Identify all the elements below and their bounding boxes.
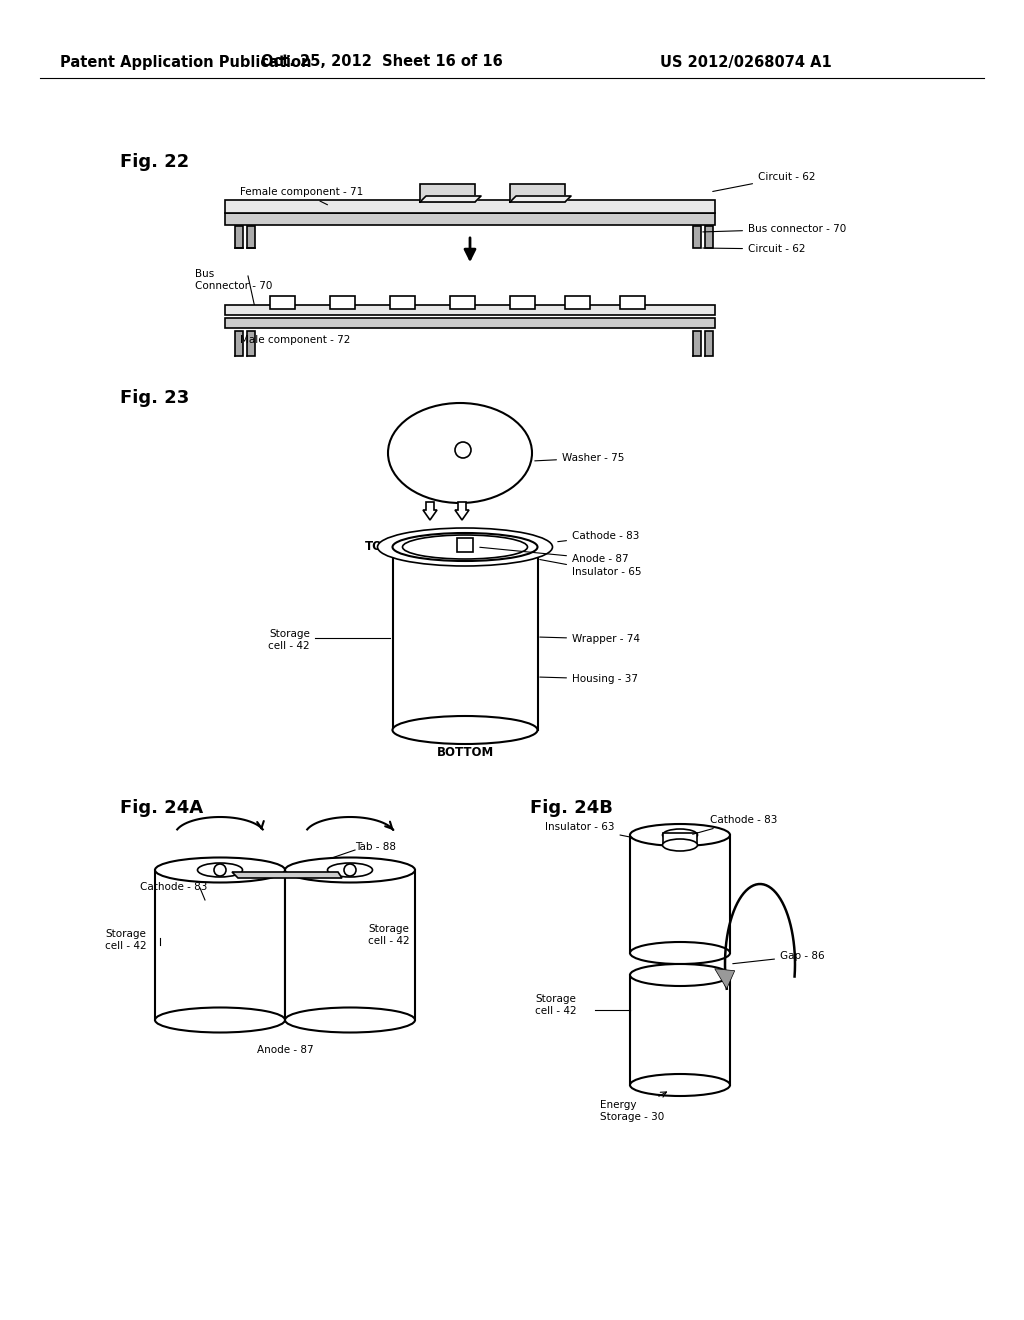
Polygon shape bbox=[232, 873, 342, 878]
Text: Bus connector - 70: Bus connector - 70 bbox=[702, 224, 846, 234]
Text: Circuit - 62: Circuit - 62 bbox=[702, 244, 806, 253]
Text: Cathode - 83: Cathode - 83 bbox=[558, 531, 639, 541]
Text: Bus
Connector - 70: Bus Connector - 70 bbox=[195, 269, 272, 292]
Text: Storage
cell - 42: Storage cell - 42 bbox=[535, 994, 577, 1016]
Text: Insulator - 65: Insulator - 65 bbox=[540, 560, 641, 577]
Bar bbox=[510, 183, 565, 202]
Bar bbox=[390, 296, 415, 309]
Bar bbox=[630, 975, 730, 1085]
Ellipse shape bbox=[198, 863, 243, 876]
Bar bbox=[330, 296, 355, 309]
Polygon shape bbox=[510, 195, 571, 202]
Circle shape bbox=[455, 442, 471, 458]
Bar bbox=[247, 331, 255, 356]
Circle shape bbox=[344, 865, 356, 876]
Bar bbox=[234, 331, 243, 356]
Bar bbox=[693, 226, 701, 248]
Polygon shape bbox=[715, 969, 734, 989]
Ellipse shape bbox=[155, 1007, 285, 1032]
Ellipse shape bbox=[328, 863, 373, 876]
Ellipse shape bbox=[663, 829, 697, 841]
Text: Male component - 72: Male component - 72 bbox=[240, 335, 350, 345]
Bar bbox=[705, 226, 713, 248]
Text: Anode - 87: Anode - 87 bbox=[257, 1045, 313, 1055]
Bar bbox=[705, 331, 713, 356]
Text: US 2012/0268074 A1: US 2012/0268074 A1 bbox=[660, 54, 831, 70]
Text: Washer - 75: Washer - 75 bbox=[535, 453, 625, 463]
Text: Wrapper - 74: Wrapper - 74 bbox=[540, 634, 640, 644]
Bar bbox=[693, 331, 701, 356]
Bar bbox=[620, 296, 645, 309]
Text: Circuit - 62: Circuit - 62 bbox=[713, 172, 815, 191]
Text: Insulator - 63: Insulator - 63 bbox=[545, 822, 632, 837]
Bar bbox=[510, 296, 535, 309]
Ellipse shape bbox=[392, 715, 538, 744]
Text: Oct. 25, 2012  Sheet 16 of 16: Oct. 25, 2012 Sheet 16 of 16 bbox=[261, 54, 503, 70]
Text: BOTTOM: BOTTOM bbox=[436, 746, 494, 759]
Ellipse shape bbox=[392, 533, 538, 561]
Ellipse shape bbox=[630, 942, 730, 964]
Ellipse shape bbox=[285, 858, 415, 883]
Text: Anode - 87: Anode - 87 bbox=[480, 548, 629, 564]
Bar bbox=[225, 305, 715, 315]
Text: Tab - 88: Tab - 88 bbox=[355, 842, 396, 851]
Ellipse shape bbox=[663, 840, 697, 851]
Polygon shape bbox=[420, 195, 481, 202]
Text: Housing - 37: Housing - 37 bbox=[540, 675, 638, 684]
Bar bbox=[457, 539, 473, 552]
Ellipse shape bbox=[378, 528, 553, 566]
Text: Fig. 24B: Fig. 24B bbox=[530, 799, 613, 817]
Bar bbox=[285, 870, 415, 1020]
Text: Storage
cell - 42: Storage cell - 42 bbox=[268, 628, 310, 651]
Circle shape bbox=[214, 865, 226, 876]
Ellipse shape bbox=[285, 1007, 415, 1032]
Ellipse shape bbox=[388, 403, 532, 503]
Text: Fig. 23: Fig. 23 bbox=[120, 389, 189, 407]
Bar bbox=[450, 296, 475, 309]
Text: Storage
cell - 42: Storage cell - 42 bbox=[105, 929, 146, 952]
Ellipse shape bbox=[630, 1074, 730, 1096]
Text: Gap - 86: Gap - 86 bbox=[733, 950, 824, 964]
Text: Patent Application Publication: Patent Application Publication bbox=[60, 54, 311, 70]
Text: Storage
cell - 42: Storage cell - 42 bbox=[368, 924, 410, 946]
Text: Cathode - 83: Cathode - 83 bbox=[140, 882, 208, 892]
Bar bbox=[225, 318, 715, 327]
Bar bbox=[225, 201, 715, 213]
Bar bbox=[565, 296, 590, 309]
Ellipse shape bbox=[402, 535, 527, 558]
Text: Female component - 71: Female component - 71 bbox=[240, 187, 364, 205]
FancyArrow shape bbox=[455, 502, 469, 520]
Ellipse shape bbox=[155, 858, 285, 883]
Text: Fig. 24A: Fig. 24A bbox=[120, 799, 203, 817]
Bar bbox=[630, 836, 730, 953]
Bar bbox=[234, 226, 243, 248]
Bar bbox=[247, 226, 255, 248]
Bar bbox=[420, 183, 475, 202]
Bar bbox=[225, 213, 715, 224]
Bar bbox=[663, 833, 697, 845]
Text: Energy
Storage - 30: Energy Storage - 30 bbox=[600, 1092, 667, 1122]
Text: TOP: TOP bbox=[365, 540, 392, 553]
Ellipse shape bbox=[630, 964, 730, 986]
FancyArrow shape bbox=[423, 502, 437, 520]
Text: Fig. 22: Fig. 22 bbox=[120, 153, 189, 172]
Ellipse shape bbox=[630, 824, 730, 846]
Bar bbox=[393, 546, 538, 730]
Bar bbox=[155, 870, 285, 1020]
Bar bbox=[270, 296, 295, 309]
Text: Cathode - 83: Cathode - 83 bbox=[692, 814, 777, 834]
